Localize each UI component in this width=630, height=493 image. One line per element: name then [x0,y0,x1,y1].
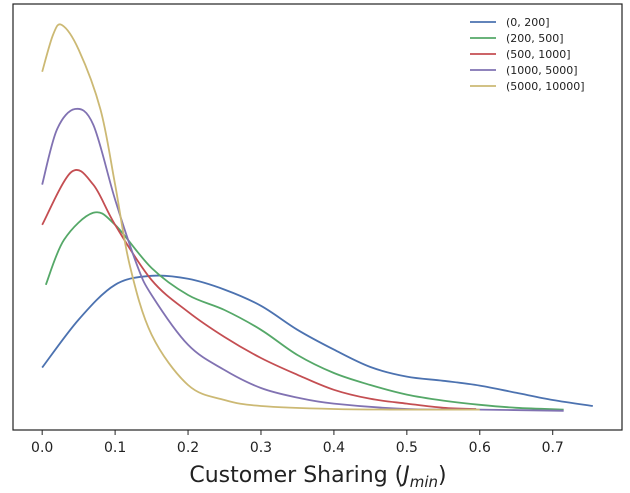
x-tick-label: 0.7 [542,440,564,456]
x-tick-label: 0.1 [104,440,126,456]
x-tick-label: 0.0 [31,440,53,456]
x-tick-label: 0.6 [469,440,491,456]
x-tick-label: 0.3 [250,440,272,456]
plot-frame [12,3,623,431]
x-tick-label: 0.5 [396,440,418,456]
legend-label: (500, 1000] [506,48,571,61]
legend-label: (200, 500] [506,32,564,45]
x-tick-label: 0.2 [177,440,199,456]
legend-label: (1000, 5000] [506,64,578,77]
x-axis-label: Customer Sharing (Jmin) [189,463,446,491]
series-line [41,169,477,410]
legend-label: (5000, 10000] [506,80,585,93]
legend-label: (0, 200] [506,16,550,29]
series-line [41,23,480,411]
series-line [44,211,564,411]
x-tick-label: 0.4 [323,440,345,456]
